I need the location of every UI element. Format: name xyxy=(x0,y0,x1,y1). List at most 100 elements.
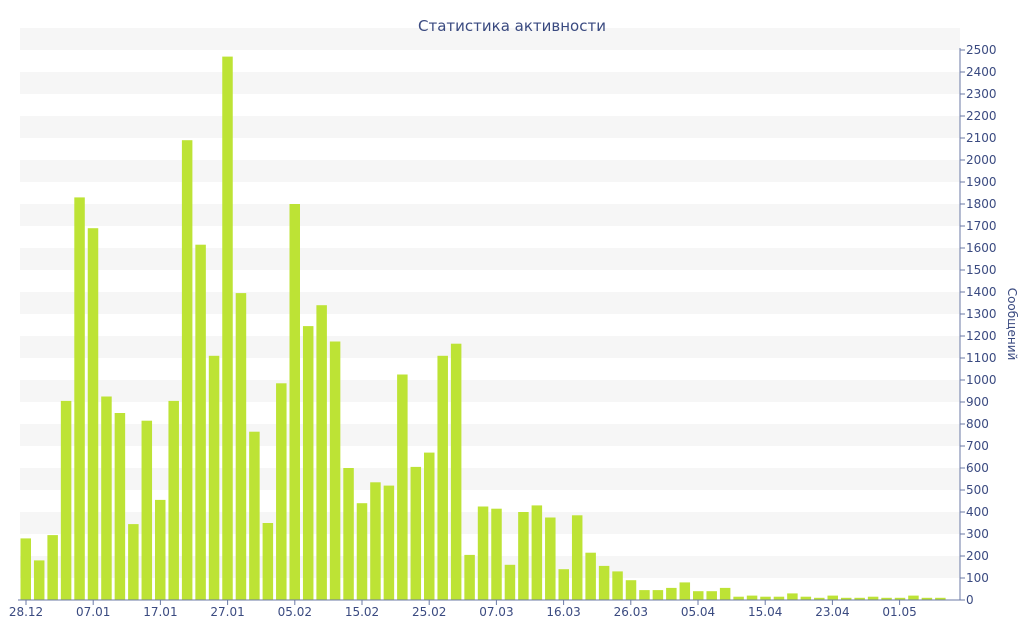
bar xyxy=(33,560,45,600)
grid-band xyxy=(20,380,960,402)
bar xyxy=(114,413,126,600)
grid-band xyxy=(20,292,960,314)
bar xyxy=(383,485,395,600)
bar xyxy=(101,396,112,600)
grid-band xyxy=(20,160,960,182)
bar xyxy=(612,571,623,600)
chart-title: Статистика активности xyxy=(418,17,606,35)
x-tick-label: 15.04 xyxy=(748,605,782,619)
y-tick-label: 2100 xyxy=(966,131,997,145)
bar xyxy=(518,512,529,600)
x-tick-label: 07.01 xyxy=(76,605,110,619)
grid-bands xyxy=(20,28,960,578)
y-tick-label: 800 xyxy=(966,417,989,431)
x-tick-label: 28.12 xyxy=(9,605,43,619)
bar xyxy=(168,400,179,600)
bar xyxy=(719,587,731,600)
y-tick-label: 1300 xyxy=(966,307,997,321)
bar-series xyxy=(20,56,946,601)
bar xyxy=(60,400,72,600)
bar xyxy=(128,524,139,600)
bar xyxy=(302,326,314,600)
bar xyxy=(370,482,381,600)
grid-band xyxy=(20,204,960,226)
bar xyxy=(545,517,556,600)
x-tick-label: 16.03 xyxy=(546,605,580,619)
bar xyxy=(87,228,99,600)
bar xyxy=(356,503,368,600)
bar xyxy=(235,293,247,600)
bar xyxy=(679,582,691,600)
y-tick-label: 100 xyxy=(966,571,989,585)
y-tick-label: 2200 xyxy=(966,109,997,123)
bar xyxy=(195,244,206,600)
x-tick-label: 27.01 xyxy=(210,605,244,619)
bar xyxy=(639,590,650,600)
bar xyxy=(437,355,448,600)
bar xyxy=(424,452,435,600)
bar xyxy=(262,523,274,600)
bar xyxy=(787,593,798,600)
x-tick-label: 26.03 xyxy=(614,605,648,619)
bar xyxy=(894,597,906,600)
bar xyxy=(491,508,502,600)
y-tick-label: 1500 xyxy=(966,263,997,277)
y-tick-label: 1700 xyxy=(966,219,997,233)
bar xyxy=(881,597,892,600)
x-tick-label: 23.04 xyxy=(815,605,849,619)
bar xyxy=(571,515,583,600)
x-tick-label: 15.02 xyxy=(345,605,379,619)
x-tick-label: 17.01 xyxy=(143,605,177,619)
bar xyxy=(531,505,543,600)
y-tick-label: 2000 xyxy=(966,153,997,167)
bar xyxy=(329,341,341,600)
y-tick-label: 0 xyxy=(966,593,974,607)
y-tick-label: 500 xyxy=(966,483,989,497)
x-axis-ticks: 28.12 07.01 17.01 27.01 05.02 15.02 25.02 07.03… xyxy=(9,600,917,619)
bar xyxy=(289,204,300,600)
bar xyxy=(867,596,879,600)
y-tick-label: 2400 xyxy=(966,65,997,79)
bar xyxy=(276,383,287,600)
y-tick-label: 300 xyxy=(966,527,989,541)
x-tick-label: 05.04 xyxy=(681,605,715,619)
bar xyxy=(935,597,946,600)
bar xyxy=(20,538,31,600)
bar xyxy=(208,355,220,600)
bar xyxy=(181,140,193,600)
bar xyxy=(397,374,408,600)
bar xyxy=(141,420,153,600)
y-axis-title: Сообщений xyxy=(1005,288,1019,361)
bar xyxy=(706,591,717,600)
bar xyxy=(625,580,637,600)
grid-band xyxy=(20,28,960,50)
bar xyxy=(760,596,771,600)
grid-band xyxy=(20,72,960,94)
bar xyxy=(652,590,664,600)
bar xyxy=(854,597,865,600)
bar xyxy=(800,596,812,600)
bar xyxy=(814,597,825,600)
bar xyxy=(908,595,919,600)
bar xyxy=(746,595,758,600)
y-tick-label: 400 xyxy=(966,505,989,519)
grid-band xyxy=(20,424,960,446)
grid-band xyxy=(20,116,960,138)
bar xyxy=(477,506,489,600)
bar xyxy=(827,595,838,600)
bar xyxy=(47,535,58,600)
bar xyxy=(316,305,327,600)
bar xyxy=(598,565,610,600)
bar xyxy=(840,597,852,600)
bar xyxy=(155,499,166,600)
y-tick-label: 1000 xyxy=(966,373,997,387)
y-tick-label: 700 xyxy=(966,439,989,453)
bar xyxy=(249,431,260,600)
bar xyxy=(74,197,85,600)
bar xyxy=(504,564,516,600)
y-tick-label: 1800 xyxy=(966,197,997,211)
y-tick-label: 600 xyxy=(966,461,989,475)
y-tick-label: 2500 xyxy=(966,43,997,57)
x-tick-label: 01.05 xyxy=(882,605,916,619)
bar xyxy=(558,569,569,600)
